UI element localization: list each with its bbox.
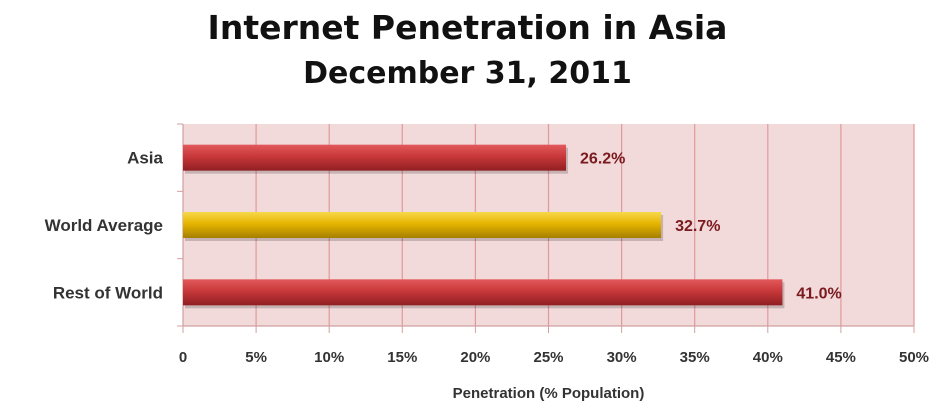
x-tick-label: 45% (826, 349, 856, 366)
bar-rest-of-world (183, 279, 783, 306)
x-tick-label: 10% (314, 349, 344, 366)
labels: 0 5% 10% 15% 20% 25% 30% 35% 40% 45% 50% Asia 26.2% W… (45, 149, 929, 402)
x-tick-label: 0 (179, 349, 187, 366)
x-axis-title: Penetration (% Population) (453, 385, 645, 402)
x-tick-label: 30% (607, 349, 637, 366)
x-tick-label: 40% (753, 349, 783, 366)
x-tick-label: 50% (899, 349, 929, 366)
x-tick-label: 20% (460, 349, 490, 366)
bar-asia (183, 144, 567, 171)
data-label: 26.2% (580, 151, 625, 168)
chart-title: Internet Penetration in Asia (207, 8, 728, 47)
x-tick-label: 35% (680, 349, 710, 366)
data-label: 32.7% (675, 218, 720, 235)
bar-world-average (183, 212, 662, 238)
y-category-label: Asia (127, 149, 163, 168)
y-category-label: Rest of World (53, 283, 163, 302)
x-tick-label: 5% (245, 349, 267, 366)
bars (183, 144, 785, 309)
data-label: 41.0% (796, 285, 841, 302)
chart-subtitle: December 31, 2011 (303, 56, 632, 91)
y-category-label: World Average (45, 216, 163, 235)
x-tick-label: 25% (533, 349, 563, 366)
x-tick-label: 15% (387, 349, 417, 366)
